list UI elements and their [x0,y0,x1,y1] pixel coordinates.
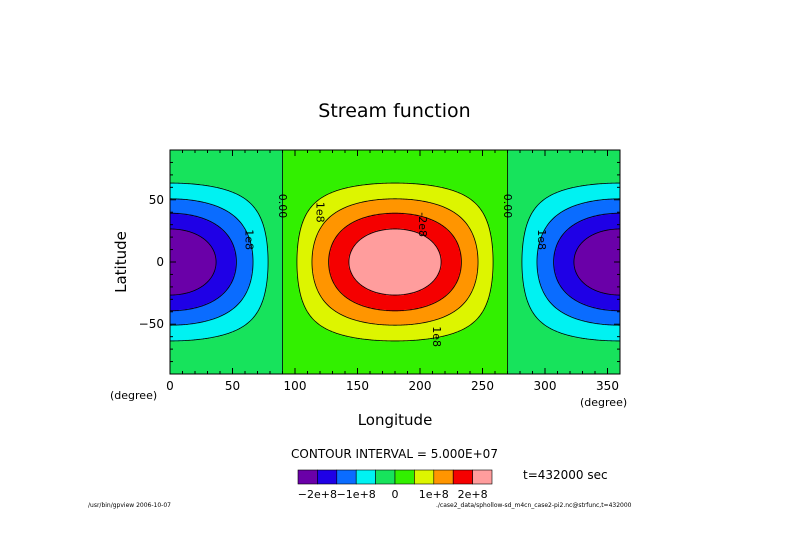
colorbar [297,469,493,485]
colorbar-tick-label: 2e+8 [457,488,488,501]
y-axis-unit: (degree) [110,389,158,402]
x-axis-label: Longitude [357,411,433,429]
colorbar-tick-label: −1e+8 [336,488,376,501]
stream-function-field [170,150,620,374]
colorbar-swatch [317,469,338,485]
footer-left: /usr/bin/gpview 2006-10-07 [88,502,171,509]
colorbar-swatch [433,469,454,485]
contour-line [170,212,620,312]
x-axis-unit: (degree) [580,396,628,409]
y-tick-label: 50 [149,193,164,207]
colorbar-tick-label: −2e+8 [297,488,337,501]
x-tick-label: 150 [346,379,369,393]
x-tick-label: 300 [534,379,557,393]
footer-right: ./case2_data/sphollow-sd_m4cn_case2-pi2.… [436,502,632,509]
contour-line [328,212,462,312]
y-axis-label: Latitude [112,231,130,293]
time-label: t=432000 sec [523,468,608,482]
x-tick-label: 350 [596,379,619,393]
contour-interval-text: CONTOUR INTERVAL = 5.000E+07 [291,447,498,461]
contour-line [296,182,494,342]
colorbar-tick-label: 0 [391,488,399,501]
x-tick-label: 100 [284,379,307,393]
x-tick-label: 0 [166,379,174,393]
colorbar-tick-label: 1e+8 [418,488,449,501]
contour-label: 0.00 [276,194,289,219]
colorbar-swatch [355,469,376,485]
colorbar-swatch [336,469,357,485]
y-tick-label: 0 [156,255,164,269]
colorbar-swatch [472,469,493,485]
x-tick-label: 200 [409,379,432,393]
contour-line [348,228,442,296]
colorbar-swatch [452,469,473,485]
x-tick-label: 50 [225,379,240,393]
contour-label: 1e8 [314,202,327,223]
colorbar-swatch [414,469,435,485]
chart-title: Stream function [318,100,471,122]
colorbar-swatch [375,469,396,485]
axes: 0 50 100 150 200 250 300 350 −50 0 50 [139,150,620,393]
contour-lines [170,150,620,374]
colorbar-swatch [394,469,415,485]
y-tick-label: −50 [139,317,164,331]
colorbar-swatch [297,469,318,485]
contour-label: 1e8 [535,229,548,250]
contour-label: 0.00 [501,194,514,219]
contour-label: 1e8 [430,326,443,347]
contour-line [311,198,479,326]
contour-line [170,182,620,342]
contour-label: 1e8 [242,229,255,250]
contour-label: -2e8 [416,212,429,237]
contour-labels: 0.00 0.00 1e8 -2e8 1e8 1e8 1e8 [242,194,548,347]
contour-line [170,228,620,296]
contour-line [170,198,620,326]
x-tick-label: 250 [471,379,494,393]
